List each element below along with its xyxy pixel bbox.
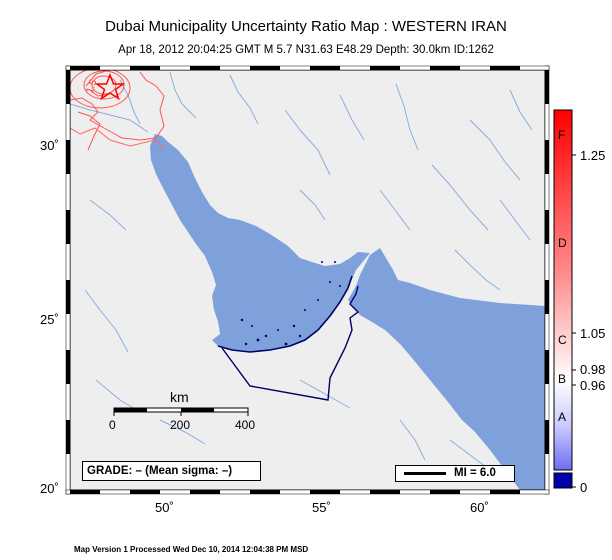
grade-box: GRADE: – (Mean sigma: –) [82,461,261,481]
lon-label-60: 60˚ [470,500,489,515]
grade-letter-a: A [558,410,567,424]
colorbar-value-0-98: 0.98 [580,362,606,377]
colorbar-ticks [572,154,576,488]
scale-bar [113,407,249,416]
uae-coastline [217,275,353,353]
lat-label-25: 25˚ [40,312,59,327]
lon-label-50: 50˚ [155,500,174,515]
scale-tick-200: 200 [170,418,191,432]
rivers [70,71,533,471]
lat-label-20: 20˚ [40,481,59,496]
scale-tick-0: 0 [109,418,116,432]
scale-title: km [170,389,189,405]
colorbar-low-swatch [553,472,573,489]
contour-label: 1.5 [84,78,99,95]
lon-label-55: 55˚ [312,500,331,515]
uae-border [221,285,360,401]
lat-label-30: 30˚ [40,138,59,153]
mi-legend: MI = 6.0 [395,465,515,482]
grade-letter-b: B [558,372,567,386]
epicenter-star [94,72,126,101]
qatar-peninsula [204,298,220,340]
colorbar-value-0-96: 0.96 [580,378,606,393]
coast-islands [240,261,341,346]
persian-gulf [150,134,370,352]
colorbar-value-0: 0 [580,480,588,495]
mi-text: MI = 6.0 [454,467,496,479]
colorbar-value-1-25: 1.25 [580,148,606,163]
grade-letter-c: C [558,333,567,347]
map-border [65,65,550,495]
gulf-of-oman [348,248,545,490]
grade-letter-d: D [558,236,567,250]
event-subtitle: Apr 18, 2012 20:04:25 GMT M 5.7 N31.63 E… [118,44,494,56]
mi-line [404,472,446,475]
contour-region [70,127,166,151]
colorbar [553,109,573,471]
map-title: Dubai Municipality Uncertainty Ratio Map… [105,18,507,35]
scale-tick-400: 400 [235,418,256,432]
footer-version: Map Version 1 Processed Wed Dec 10, 2014… [74,545,309,554]
grade-letter-f: F [558,128,566,142]
colorbar-value-1-05: 1.05 [580,326,606,341]
